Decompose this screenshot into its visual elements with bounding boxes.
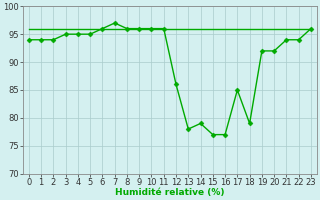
X-axis label: Humidité relative (%): Humidité relative (%) <box>115 188 225 197</box>
